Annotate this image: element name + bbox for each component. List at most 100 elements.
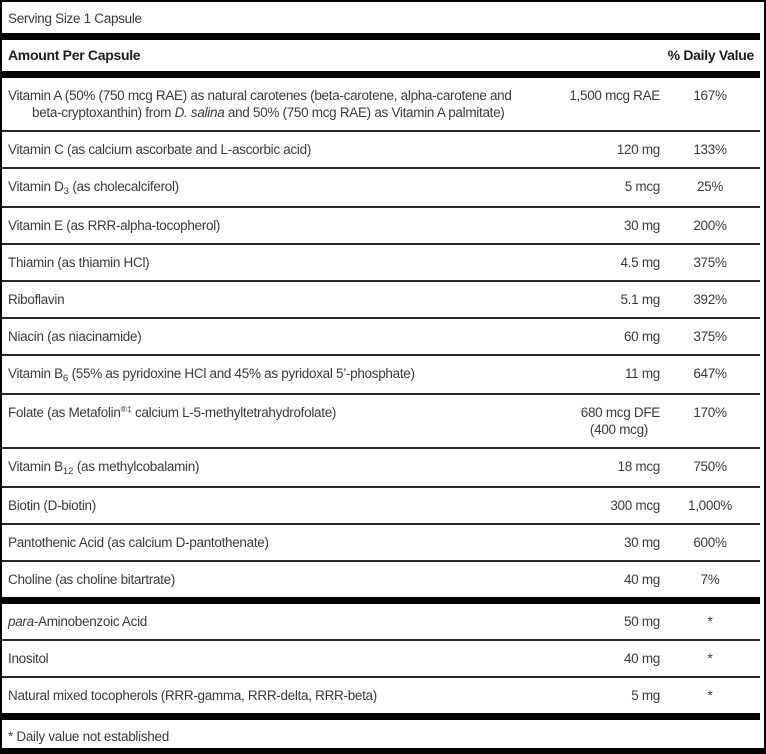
nutrient-row: Vitamin B6 (55% as pyridoxine HCl and 45… bbox=[2, 354, 760, 393]
nutrient-name: Vitamin C (as calcium ascorbate and L-as… bbox=[2, 132, 530, 167]
nutrient-amount-line: 50 mg bbox=[623, 614, 660, 629]
nutrient-name-segment: 12 bbox=[62, 466, 74, 477]
nutrient-row: Pantothenic Acid (as calcium D-pantothen… bbox=[2, 523, 760, 560]
nutrient-name: Vitamin B6 (55% as pyridoxine HCl and 45… bbox=[2, 356, 530, 393]
nutrient-name-segment: Pantothenic Acid (as calcium D-pantothen… bbox=[8, 535, 269, 550]
nutrient-daily-value: * bbox=[707, 614, 713, 629]
nutrient-name: Vitamin A (50% (750 mcg RAE) as natural … bbox=[2, 78, 530, 130]
nutrient-name-segment: (55% as pyridoxine HCl and 45% as pyrido… bbox=[68, 366, 415, 381]
nutrient-row: Folate (as Metafolin®‡ calcium L-5-methy… bbox=[2, 393, 760, 447]
nutrient-name-segment: -Aminobenzoic Acid bbox=[33, 614, 147, 629]
nutrient-amount: 120 mg bbox=[530, 132, 661, 167]
daily-value-footnote: * Daily value not established bbox=[8, 729, 169, 744]
nutrient-name-segment: ®‡ bbox=[120, 404, 132, 414]
nutrient-amount-line: 5 mg bbox=[631, 688, 660, 703]
amount-per-capsule-header: Amount Per Capsule bbox=[8, 47, 141, 63]
nutrient-name: Inositol bbox=[2, 641, 530, 676]
nutrient-name: Choline (as choline bitartrate) bbox=[2, 562, 530, 597]
nutrient-amount-line: 5.1 mg bbox=[620, 292, 661, 307]
nutrient-name: Biotin (D-biotin) bbox=[2, 488, 530, 523]
nutrient-row: Choline (as choline bitartrate) 40 mg 7% bbox=[2, 560, 760, 597]
nutrient-amount: 40 mg bbox=[530, 562, 660, 597]
nutrient-amount: 5 mcg bbox=[530, 169, 661, 204]
nutrient-daily-value: * bbox=[707, 688, 713, 703]
nutrient-sections: Vitamin A (50% (750 mcg RAE) as natural … bbox=[2, 78, 760, 720]
nutrient-name-segment: (as methylcobalamin) bbox=[73, 459, 200, 474]
nutrient-name-segment: beta-cryptoxanthin) from bbox=[32, 105, 175, 120]
nutrient-name-segment: (as cholecalciferol) bbox=[68, 179, 179, 194]
nutrient-name: para-Aminobenzoic Acid bbox=[2, 604, 530, 639]
nutrient-name-segment: 3 bbox=[63, 186, 69, 197]
nutrient-row: Natural mixed tocopherols (RRR-gamma, RR… bbox=[2, 676, 760, 713]
nutrient-name-segment: Vitamin C (as calcium ascorbate and L-as… bbox=[8, 142, 312, 157]
nutrient-daily-value: 750% bbox=[693, 459, 727, 474]
nutrient-amount: 4.5 mg bbox=[530, 245, 661, 280]
nutrient-amount-line: 40 mg bbox=[623, 651, 660, 666]
nutrient-name-segment: Niacin (as niacinamide) bbox=[8, 329, 142, 344]
nutrient-daily-value: 25% bbox=[696, 179, 724, 194]
nutrient-name: Natural mixed tocopherols (RRR-gamma, RR… bbox=[2, 678, 530, 713]
nutrient-daily-value: 167% bbox=[693, 88, 727, 103]
nutrient-daily-value: 392% bbox=[693, 292, 727, 307]
nutrient-amount-line: (400 mcg) bbox=[589, 422, 648, 437]
nutrient-name: Folate (as Metafolin®‡ calcium L-5-methy… bbox=[2, 395, 530, 432]
nutrient-row: Inositol 40 mg * bbox=[2, 639, 760, 676]
nutrient-name-segment: Inositol bbox=[8, 651, 49, 666]
nutrient-name: Vitamin E (as RRR-alpha-tocopherol) bbox=[2, 208, 530, 243]
nutrient-name: Niacin (as niacinamide) bbox=[2, 319, 530, 354]
nutrient-name-segment: calcium L-5-methyltetrahydrofolate) bbox=[131, 405, 337, 420]
nutrient-row: Vitamin C (as calcium ascorbate and L-as… bbox=[2, 130, 760, 167]
nutrient-amount-line: 5 mcg bbox=[624, 179, 661, 194]
nutrient-name-segment: and 50% (750 mcg RAE) as Vitamin A palmi… bbox=[224, 105, 505, 120]
nutrient-name: Vitamin B12 (as methylcobalamin) bbox=[2, 449, 530, 486]
nutrient-name: Riboflavin bbox=[2, 282, 530, 317]
nutrient-name-segment: Thiamin (as thiamin HCl) bbox=[8, 255, 150, 270]
nutrient-daily-value: * bbox=[707, 651, 713, 666]
nutrient-row: Vitamin D3 (as cholecalciferol) 5 mcg 25% bbox=[2, 167, 760, 206]
nutrient-amount: 30 mg bbox=[530, 525, 660, 560]
nutrient-daily-value: 1,000% bbox=[688, 498, 732, 513]
nutrient-row: Vitamin E (as RRR-alpha-tocopherol) 30 mg… bbox=[2, 206, 760, 243]
nutrient-amount: 40 mg bbox=[530, 641, 660, 676]
nutrient-amount-line: 4.5 mg bbox=[620, 255, 661, 270]
nutrient-amount-line: 120 mg bbox=[616, 142, 661, 157]
nutrient-name-segment: Vitamin B bbox=[8, 459, 63, 474]
nutrient-daily-value: 375% bbox=[693, 329, 727, 344]
nutrient-amount: 18 mcg bbox=[530, 449, 661, 484]
nutrient-name-segment: para bbox=[8, 614, 34, 629]
nutrient-daily-value: 375% bbox=[693, 255, 727, 270]
nutrient-name: Vitamin D3 (as cholecalciferol) bbox=[2, 169, 530, 206]
nutrient-name-segment: Riboflavin bbox=[8, 292, 65, 307]
nutrient-name-segment: Biotin (D-biotin) bbox=[8, 498, 96, 513]
nutrient-daily-value: 133% bbox=[693, 142, 727, 157]
nutrient-name: Pantothenic Acid (as calcium D-pantothen… bbox=[2, 525, 530, 560]
nutrient-amount: 5.1 mg bbox=[530, 282, 661, 317]
nutrient-daily-value: 600% bbox=[693, 535, 727, 550]
nutrient-amount-line: 60 mg bbox=[623, 329, 660, 344]
nutrient-amount-line: 300 mcg bbox=[610, 498, 660, 513]
nutrient-amount-line: 1,500 mcg RAE bbox=[569, 88, 660, 103]
nutrient-row: Riboflavin 5.1 mg 392% bbox=[2, 280, 760, 317]
nutrient-row: Biotin (D-biotin) 300 mcg 1,000% bbox=[2, 486, 760, 523]
nutrient-name-segment: Folate (as Metafolin bbox=[8, 405, 121, 420]
nutrient-name-segment: Natural mixed tocopherols (RRR-gamma, RR… bbox=[8, 688, 377, 703]
thick-divider-bar bbox=[2, 597, 760, 604]
nutrient-amount-line: 680 mcg DFE bbox=[580, 405, 661, 420]
nutrient-amount-line: 30 mg bbox=[623, 535, 660, 550]
nutrient-name: Thiamin (as thiamin HCl) bbox=[2, 245, 530, 280]
thick-divider-bar bbox=[2, 71, 760, 78]
nutrient-amount-line: 40 mg bbox=[623, 572, 660, 587]
nutrient-amount-line: 30 mg bbox=[623, 218, 660, 233]
serving-size-text: Serving Size 1 Capsule bbox=[8, 11, 142, 26]
nutrient-amount: 11 mg bbox=[530, 356, 660, 391]
thick-divider-bar bbox=[2, 713, 760, 720]
nutrient-name-segment: 6 bbox=[62, 373, 69, 384]
nutrient-name-segment: Choline (as choline bitartrate) bbox=[8, 572, 176, 587]
nutrient-daily-value: 200% bbox=[693, 218, 727, 233]
nutrient-name-segment: Vitamin D bbox=[8, 179, 64, 194]
nutrient-name-segment: Vitamin A (50% (750 mcg RAE) as natural … bbox=[8, 88, 512, 103]
thick-divider-bar bbox=[2, 33, 760, 40]
nutrient-section: Vitamin A (50% (750 mcg RAE) as natural … bbox=[2, 78, 760, 597]
nutrient-amount: 680 mcg DFE (400 mcg) bbox=[530, 395, 661, 447]
